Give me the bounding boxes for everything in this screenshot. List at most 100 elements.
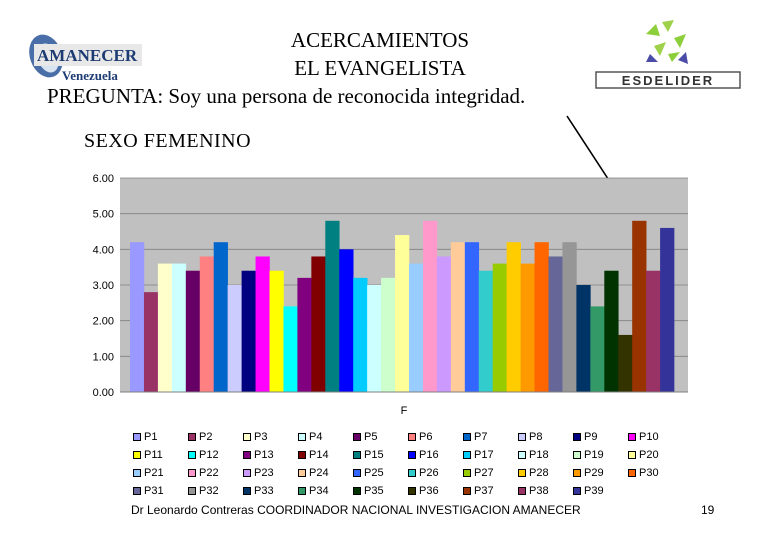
bar-p14 <box>311 256 326 392</box>
legend-label: P31 <box>144 485 164 497</box>
legend-swatch <box>353 469 361 477</box>
y-tick-label: 4.00 <box>93 244 114 256</box>
bar-p36 <box>618 334 633 392</box>
question-text: PREGUNTA: Soy una persona de reconocida … <box>47 84 526 108</box>
legend-item-p25: P25 <box>353 467 408 479</box>
legend-label: P37 <box>474 485 494 497</box>
logo-left-sub: Venezuela <box>62 68 118 83</box>
esdelider-logo: ESDELIDER <box>595 20 741 89</box>
legend-item-p10: P10 <box>628 431 683 443</box>
legend-item-p19: P19 <box>573 449 628 461</box>
legend-swatch <box>353 487 361 495</box>
bar-p38 <box>646 270 661 392</box>
legend-label: P36 <box>419 485 439 497</box>
legend-item-p28: P28 <box>518 467 573 479</box>
bar-p21 <box>409 263 424 392</box>
legend-item-p26: P26 <box>408 467 463 479</box>
legend-item-p9: P9 <box>573 431 628 443</box>
legend-item-p12: P12 <box>188 449 243 461</box>
bar-p39 <box>660 227 675 392</box>
legend-swatch <box>133 433 141 441</box>
legend-label: P24 <box>309 467 329 479</box>
y-tick-label: 3.00 <box>93 280 114 292</box>
legend-label: P11 <box>144 449 163 461</box>
legend-swatch <box>243 451 251 459</box>
legend-label: P26 <box>419 467 439 479</box>
legend-swatch <box>188 451 196 459</box>
legend-swatch <box>353 433 361 441</box>
legend-item-p29: P29 <box>573 467 628 479</box>
legend-item-p30: P30 <box>628 467 683 479</box>
legend-swatch <box>408 451 416 459</box>
legend-swatch <box>518 433 526 441</box>
legend-item-p8: P8 <box>518 431 573 443</box>
title-line-1: ACERCAMIENTOS <box>290 28 470 52</box>
page-number: 19 <box>701 503 715 517</box>
legend-item-p35: P35 <box>353 485 408 497</box>
legend-item-p20: P20 <box>628 449 683 461</box>
bar-p23 <box>436 256 452 392</box>
legend-swatch <box>133 451 141 459</box>
legend-item-p39: P39 <box>573 485 628 497</box>
legend-label: P29 <box>584 467 604 479</box>
bar-p11 <box>269 270 284 392</box>
bar-p30 <box>534 242 549 392</box>
bar-p34 <box>590 306 605 392</box>
bar-p28 <box>506 242 521 392</box>
legend-label: P27 <box>474 467 494 479</box>
legend-label: P12 <box>199 449 219 461</box>
bar-p19 <box>381 277 396 392</box>
y-tick-label: 2.00 <box>93 316 114 328</box>
bar-p20 <box>395 235 410 392</box>
legend-label: P13 <box>254 449 274 461</box>
footer-text: Dr Leonardo Contreras COORDINADOR NACION… <box>131 503 581 517</box>
legend-label: P15 <box>364 449 384 461</box>
legend-swatch <box>243 487 251 495</box>
legend-swatch <box>188 433 196 441</box>
y-tick-label: 1.00 <box>93 351 114 363</box>
bar-p13 <box>297 277 312 392</box>
bar-p26 <box>478 270 493 392</box>
legend-swatch <box>573 451 581 459</box>
legend-label: P10 <box>639 431 659 443</box>
legend-label: P30 <box>639 467 659 479</box>
legend-swatch <box>408 487 416 495</box>
legend-item-p32: P32 <box>188 485 243 497</box>
bar-p25 <box>464 242 480 392</box>
legend-label: P25 <box>364 467 384 479</box>
legend-swatch <box>628 433 636 441</box>
legend-row: P11 P12 P13 P14 P15 P16 P17 P18 P19 P20 <box>133 446 693 464</box>
legend-item-p7: P7 <box>463 431 518 443</box>
legend-swatch <box>628 451 636 459</box>
legend-item-p13: P13 <box>243 449 298 461</box>
legend-label: P20 <box>639 449 659 461</box>
legend-swatch <box>188 469 196 477</box>
logo-right-text: ESDELIDER <box>622 73 714 88</box>
legend-label: P6 <box>419 431 433 443</box>
legend-label: P22 <box>199 467 219 479</box>
legend-swatch <box>298 469 306 477</box>
legend-swatch <box>243 433 251 441</box>
bar-p12 <box>283 306 298 392</box>
legend-item-p4: P4 <box>298 431 353 443</box>
arrows-icon <box>646 20 688 64</box>
bar-p9 <box>241 270 256 392</box>
legend-item-p17: P17 <box>463 449 518 461</box>
legend-item-p27: P27 <box>463 467 518 479</box>
legend-swatch <box>298 451 306 459</box>
legend-item-p21: P21 <box>133 467 188 479</box>
bar-p22 <box>422 220 438 392</box>
bar-p31 <box>548 256 563 392</box>
legend-row: P21 P22 P23 P24 P25 P26 P27 P28 P29 P30 <box>133 464 693 482</box>
legend-swatch <box>518 469 526 477</box>
legend-swatch <box>243 469 251 477</box>
legend-swatch <box>133 469 141 477</box>
legend-label: P5 <box>364 431 378 443</box>
legend-item-p33: P33 <box>243 485 298 497</box>
bar-p29 <box>520 263 535 392</box>
legend-label: P35 <box>364 485 384 497</box>
bar-p10 <box>255 256 270 392</box>
legend-swatch <box>353 451 361 459</box>
bar-p7 <box>213 242 228 392</box>
legend-label: P32 <box>199 485 219 497</box>
